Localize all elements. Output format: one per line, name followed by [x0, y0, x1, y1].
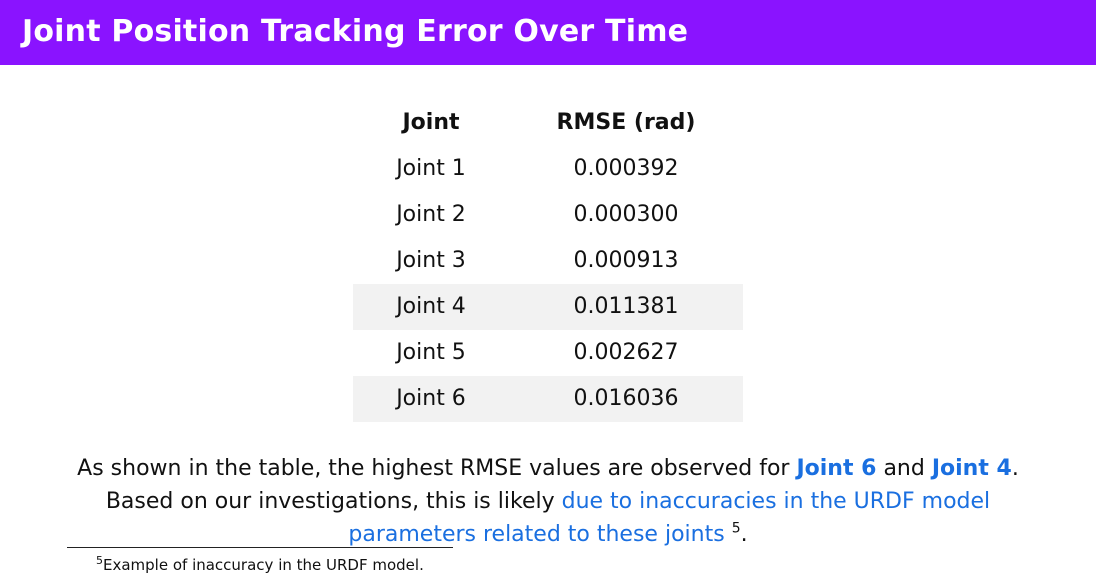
rmse-cell: 0.000913 [573, 248, 679, 273]
summary-text: . [1011, 456, 1019, 481]
summary-text: Based on our investigations, this is lik… [105, 489, 562, 514]
table-row: Joint 3 0.000913 [353, 238, 743, 284]
column-header-joint: Joint [402, 110, 460, 135]
table-row: Joint 4 0.011381 [353, 284, 743, 330]
table-row: Joint 6 0.016036 [353, 376, 743, 422]
footnote-divider [67, 547, 453, 548]
column-header-rmse: RMSE (rad) [556, 110, 696, 135]
table-header-row: Joint RMSE (rad) [353, 100, 743, 146]
summary-paragraph: As shown in the table, the highest RMSE … [40, 452, 1056, 551]
joint-cell: Joint 6 [396, 386, 466, 411]
slide-title: Joint Position Tracking Error Over Time [22, 14, 689, 49]
rmse-table: Joint RMSE (rad) Joint 1 0.000392 Joint … [353, 100, 743, 422]
rmse-cell: 0.016036 [573, 386, 679, 411]
summary-text: . [740, 522, 748, 547]
footnote-marker: 5 [96, 554, 103, 567]
slide-header: Joint Position Tracking Error Over Time [0, 0, 1096, 65]
table-row: Joint 5 0.002627 [353, 330, 743, 376]
joint-cell: Joint 5 [396, 340, 466, 365]
rmse-cell: 0.000300 [573, 202, 679, 227]
rmse-cell: 0.000392 [573, 156, 679, 181]
table-row: Joint 1 0.000392 [353, 146, 743, 192]
highlight-joint-4: Joint 4 [931, 456, 1012, 481]
rmse-cell: 0.002627 [573, 340, 679, 365]
footnote-text: Example of inaccuracy in the URDF model. [103, 556, 424, 574]
rmse-cell: 0.011381 [573, 294, 679, 319]
summary-text: and [876, 456, 932, 481]
table-row: Joint 2 0.000300 [353, 192, 743, 238]
footnote: 5Example of inaccuracy in the URDF model… [96, 554, 424, 574]
highlight-joint-6: Joint 6 [796, 456, 877, 481]
joint-cell: Joint 3 [396, 248, 466, 273]
joint-cell: Joint 2 [396, 202, 466, 227]
summary-text: As shown in the table, the highest RMSE … [77, 456, 797, 481]
joint-cell: Joint 4 [396, 294, 466, 319]
urdf-inaccuracy-link[interactable]: due to inaccuracies in the URDF model pa… [348, 489, 991, 547]
footnote-reference[interactable]: 5 [731, 520, 741, 537]
joint-cell: Joint 1 [396, 156, 466, 181]
